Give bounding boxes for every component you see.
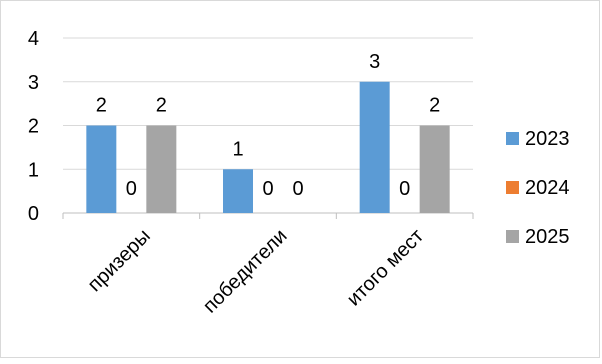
legend-swatch-2025 bbox=[506, 230, 519, 243]
data-label: 0 bbox=[262, 178, 273, 200]
legend-label: 2023 bbox=[525, 128, 570, 150]
bar-2023 bbox=[359, 81, 390, 213]
bar-2023 bbox=[86, 125, 117, 213]
y-tick-label: 2 bbox=[28, 116, 39, 138]
data-label: 1 bbox=[232, 138, 243, 160]
data-label: 2 bbox=[429, 95, 440, 117]
legend-swatch-2024 bbox=[506, 181, 519, 194]
data-label: 0 bbox=[399, 178, 410, 200]
data-label: 3 bbox=[369, 51, 380, 73]
bar-2025 bbox=[146, 125, 177, 213]
legend-label: 2025 bbox=[525, 226, 570, 248]
y-tick-label: 0 bbox=[28, 203, 39, 225]
legend-swatch-2023 bbox=[506, 132, 519, 145]
data-label: 0 bbox=[126, 178, 137, 200]
data-label: 0 bbox=[292, 178, 303, 200]
y-tick-label: 1 bbox=[28, 159, 39, 181]
bar-2025 bbox=[419, 125, 450, 213]
category-label: итого мест bbox=[343, 225, 428, 310]
data-label: 2 bbox=[156, 95, 167, 117]
category-label: победители bbox=[199, 225, 292, 318]
legend-label: 2024 bbox=[525, 177, 570, 199]
y-tick-label: 3 bbox=[28, 72, 39, 94]
data-label: 2 bbox=[96, 95, 107, 117]
y-tick-label: 4 bbox=[28, 28, 39, 50]
bar-2023 bbox=[223, 169, 253, 213]
category-label: призеры bbox=[84, 225, 155, 296]
